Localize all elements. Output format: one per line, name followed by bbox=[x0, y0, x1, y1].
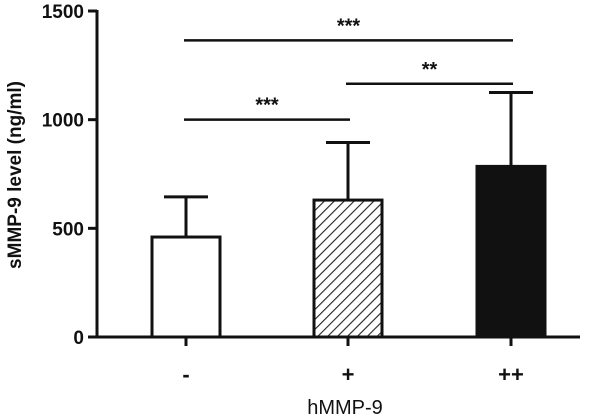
significance-label: ** bbox=[422, 59, 438, 81]
significance-label: *** bbox=[337, 15, 361, 37]
bar bbox=[150, 235, 222, 339]
y-tick-label: 0 bbox=[73, 328, 84, 349]
y-tick-label: 1000 bbox=[42, 111, 84, 132]
y-axis-title: sMMP-9 level (ng/ml) bbox=[5, 81, 26, 269]
significance-label: *** bbox=[255, 95, 279, 117]
significance-brackets: ******** bbox=[184, 15, 513, 121]
bars bbox=[150, 91, 547, 339]
x-tick-label: + bbox=[342, 362, 355, 387]
x-tick-label: ++ bbox=[498, 362, 524, 387]
bar bbox=[312, 198, 384, 339]
y-tick-label: 1500 bbox=[42, 2, 84, 23]
x-tick-label: - bbox=[182, 362, 189, 387]
x-axis-title: hMMP-9 bbox=[307, 397, 383, 419]
bar bbox=[475, 164, 547, 339]
y-tick-label: 500 bbox=[52, 219, 84, 240]
